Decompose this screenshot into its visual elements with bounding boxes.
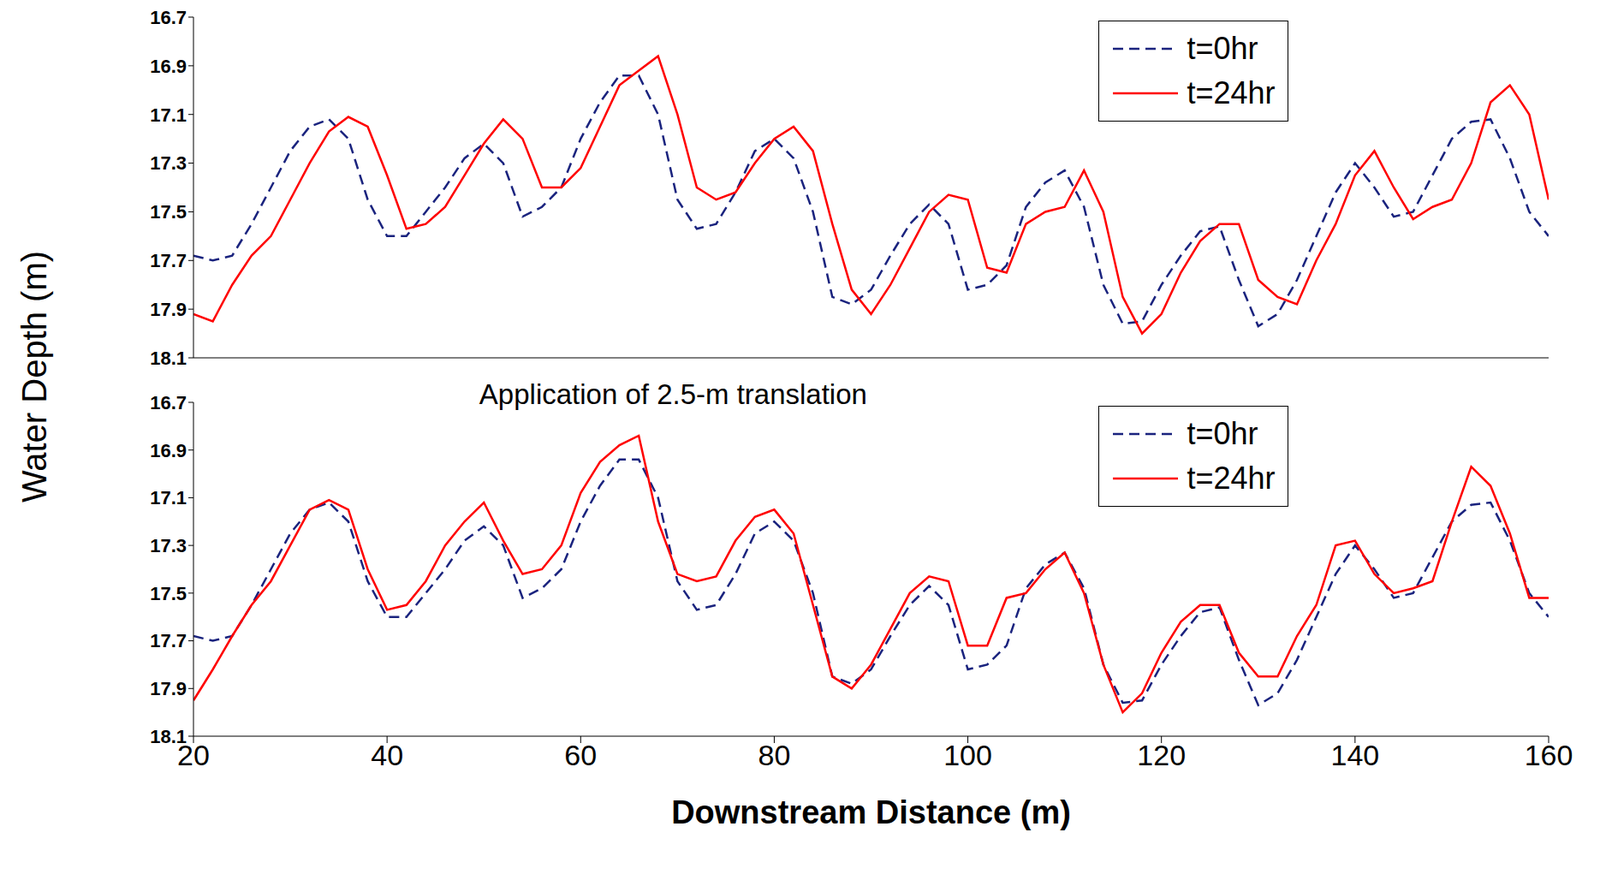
svg-text:160: 160 <box>1524 738 1574 772</box>
html-text:Water Depth (m): Water Depth (m) <box>14 250 53 503</box>
svg-text:17.5: 17.5 <box>149 201 187 223</box>
svg-text:17.5: 17.5 <box>149 582 187 605</box>
svg-text:17.3: 17.3 <box>149 152 187 174</box>
svg-text:17.1: 17.1 <box>149 104 187 126</box>
svg-text:17.7: 17.7 <box>149 249 187 272</box>
svg-text:17.1: 17.1 <box>149 487 187 509</box>
svg-text:20: 20 <box>177 738 210 772</box>
svg-text:80: 80 <box>758 738 792 772</box>
html-text:Downstream Distance (m): Downstream Distance (m) <box>671 794 1071 831</box>
svg-text:100: 100 <box>943 738 993 772</box>
html-text:t=0hr: t=0hr <box>1186 30 1258 66</box>
html-text:t=24hr: t=24hr <box>1186 75 1276 111</box>
svg-text:18.1: 18.1 <box>149 347 187 369</box>
svg-text:16.7: 16.7 <box>149 6 187 29</box>
svg-text:18.1: 18.1 <box>149 725 187 748</box>
svg-text:40: 40 <box>370 738 404 772</box>
svg-text:17.7: 17.7 <box>149 630 187 652</box>
svg-text:140: 140 <box>1330 738 1380 772</box>
html-text:t=0hr: t=0hr <box>1186 416 1258 452</box>
svg-text:17.3: 17.3 <box>149 535 187 557</box>
html-text:t=24hr: t=24hr <box>1186 460 1276 496</box>
svg-text:16.9: 16.9 <box>149 440 187 462</box>
svg-text:17.9: 17.9 <box>149 298 187 321</box>
svg-text:16.7: 16.7 <box>149 392 187 414</box>
svg-text:60: 60 <box>564 738 597 772</box>
svg-text:120: 120 <box>1136 738 1186 772</box>
svg-text:17.9: 17.9 <box>149 678 187 700</box>
html-text:Application of 2.5-m translati: Application of 2.5-m translation <box>479 378 868 411</box>
svg-text:16.9: 16.9 <box>149 55 187 78</box>
